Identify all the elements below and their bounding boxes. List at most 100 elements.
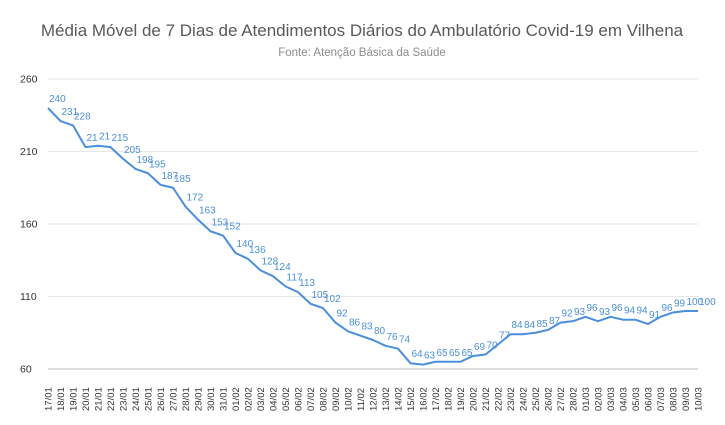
x-tick-label: 18/02 — [444, 387, 455, 411]
x-tick-label: 21/01 — [94, 387, 105, 411]
data-label: 187 — [162, 171, 179, 182]
x-tick-label: 03/03 — [606, 387, 617, 411]
x-tick-label: 22/01 — [106, 387, 117, 411]
data-label: 163 — [199, 206, 216, 217]
data-label: 85 — [537, 319, 549, 330]
data-label: 94 — [637, 306, 649, 317]
x-tick-label: 16/02 — [419, 387, 430, 411]
x-tick-label: 12/02 — [369, 387, 380, 411]
y-tick-label: 210 — [20, 146, 38, 158]
x-tick-label: 14/02 — [394, 387, 405, 411]
data-label: 240 — [49, 94, 66, 105]
y-axis: 60 110 160 210 260 — [20, 74, 38, 376]
x-tick-label: 08/02 — [319, 387, 330, 411]
data-label: 153 — [212, 217, 229, 228]
x-tick-label: 17/01 — [44, 387, 55, 411]
x-tick-label: 28/01 — [181, 387, 192, 411]
x-tick-label: 04/03 — [619, 387, 630, 411]
data-label: 128 — [262, 256, 279, 267]
x-tick-label: 11/02 — [356, 388, 367, 411]
x-tick-label: 13/02 — [381, 387, 392, 411]
data-label: 84 — [512, 320, 524, 331]
x-tick-label: 25/01 — [144, 387, 155, 411]
data-label: 113 — [299, 278, 315, 289]
data-label: 80 — [374, 326, 386, 337]
x-tick-label: 22/02 — [494, 387, 505, 411]
data-label: 195 — [149, 159, 166, 170]
x-tick-label: 27/02 — [556, 387, 567, 411]
x-tick-label: 25/02 — [531, 387, 542, 411]
chart-subtitle: Fonte: Atenção Básica da Saúde — [278, 47, 446, 59]
data-label: 69 — [474, 342, 486, 353]
data-label: 93 — [599, 307, 611, 318]
x-tick-label: 07/03 — [656, 387, 667, 411]
data-label: 205 — [124, 145, 141, 156]
data-label: 84 — [524, 320, 536, 331]
data-label: 136 — [249, 245, 266, 256]
x-axis: 17/01 18/01 19/01 20/01 21/01 22/01 23/01 24/01… — [44, 387, 705, 411]
data-label: 105 — [312, 290, 329, 301]
x-tick-label: 26/02 — [544, 387, 555, 411]
data-label: 215 — [112, 133, 129, 144]
y-tick-label: 260 — [20, 74, 38, 86]
grid-lines — [48, 78, 698, 370]
x-tick-label: 23/02 — [506, 387, 517, 411]
data-label: 94 — [624, 306, 636, 317]
x-tick-label: 24/01 — [131, 387, 142, 411]
x-tick-label: 20/02 — [469, 387, 480, 411]
data-label: 96 — [662, 303, 674, 314]
data-label: 87 — [549, 316, 561, 327]
data-label: 124 — [274, 262, 291, 273]
y-tick-label: 110 — [20, 291, 37, 303]
data-label: 77 — [499, 330, 511, 341]
x-tick-label: 17/02 — [431, 387, 442, 411]
data-label: 63 — [424, 351, 436, 362]
x-tick-label: 06/02 — [294, 387, 305, 411]
data-label: 91 — [649, 310, 661, 321]
data-label: 100 — [699, 297, 716, 308]
data-label: 152 — [224, 222, 241, 233]
x-tick-label: 03/02 — [256, 387, 267, 411]
x-tick-label: 21/02 — [481, 387, 492, 411]
x-tick-label: 24/02 — [519, 387, 530, 411]
data-label: 93 — [574, 307, 586, 318]
x-tick-label: 26/01 — [156, 387, 167, 411]
data-label: 198 — [137, 155, 154, 166]
data-label: 100 — [687, 297, 704, 308]
x-tick-label: 08/03 — [669, 387, 680, 411]
data-label: 74 — [399, 335, 411, 346]
data-label: 185 — [174, 174, 191, 185]
data-label: 96 — [587, 303, 599, 314]
data-label: 65 — [462, 348, 474, 359]
x-tick-label: 27/01 — [169, 387, 180, 411]
x-tick-label: 09/03 — [681, 387, 692, 411]
x-tick-label: 04/02 — [269, 387, 280, 411]
x-tick-label: 10/03 — [694, 387, 705, 411]
x-tick-label: 02/03 — [594, 387, 605, 411]
data-label: 65 — [449, 348, 461, 359]
x-tick-label: 20/01 — [81, 387, 92, 411]
x-tick-label: 23/01 — [119, 387, 130, 411]
data-label: 140 — [237, 239, 254, 250]
x-tick-label: 31/01 — [219, 387, 230, 411]
x-tick-label: 09/02 — [331, 387, 342, 411]
data-label: 172 — [187, 193, 204, 204]
data-label: 65 — [437, 348, 449, 359]
data-label: 76 — [387, 332, 399, 343]
x-tick-label: 19/02 — [456, 387, 467, 411]
data-label: 92 — [562, 309, 574, 320]
x-tick-label: 28/02 — [569, 387, 580, 411]
x-tick-label: 05/03 — [631, 387, 642, 411]
x-tick-label: 01/03 — [581, 387, 592, 411]
x-tick-label: 06/03 — [644, 387, 655, 411]
data-label: 21 — [87, 133, 99, 144]
data-label: 70 — [487, 341, 499, 352]
data-label: 102 — [324, 294, 341, 305]
data-label: 231 — [62, 107, 79, 118]
data-label: 117 — [287, 272, 303, 283]
data-label: 96 — [612, 303, 624, 314]
x-tick-label: 19/01 — [69, 387, 80, 411]
